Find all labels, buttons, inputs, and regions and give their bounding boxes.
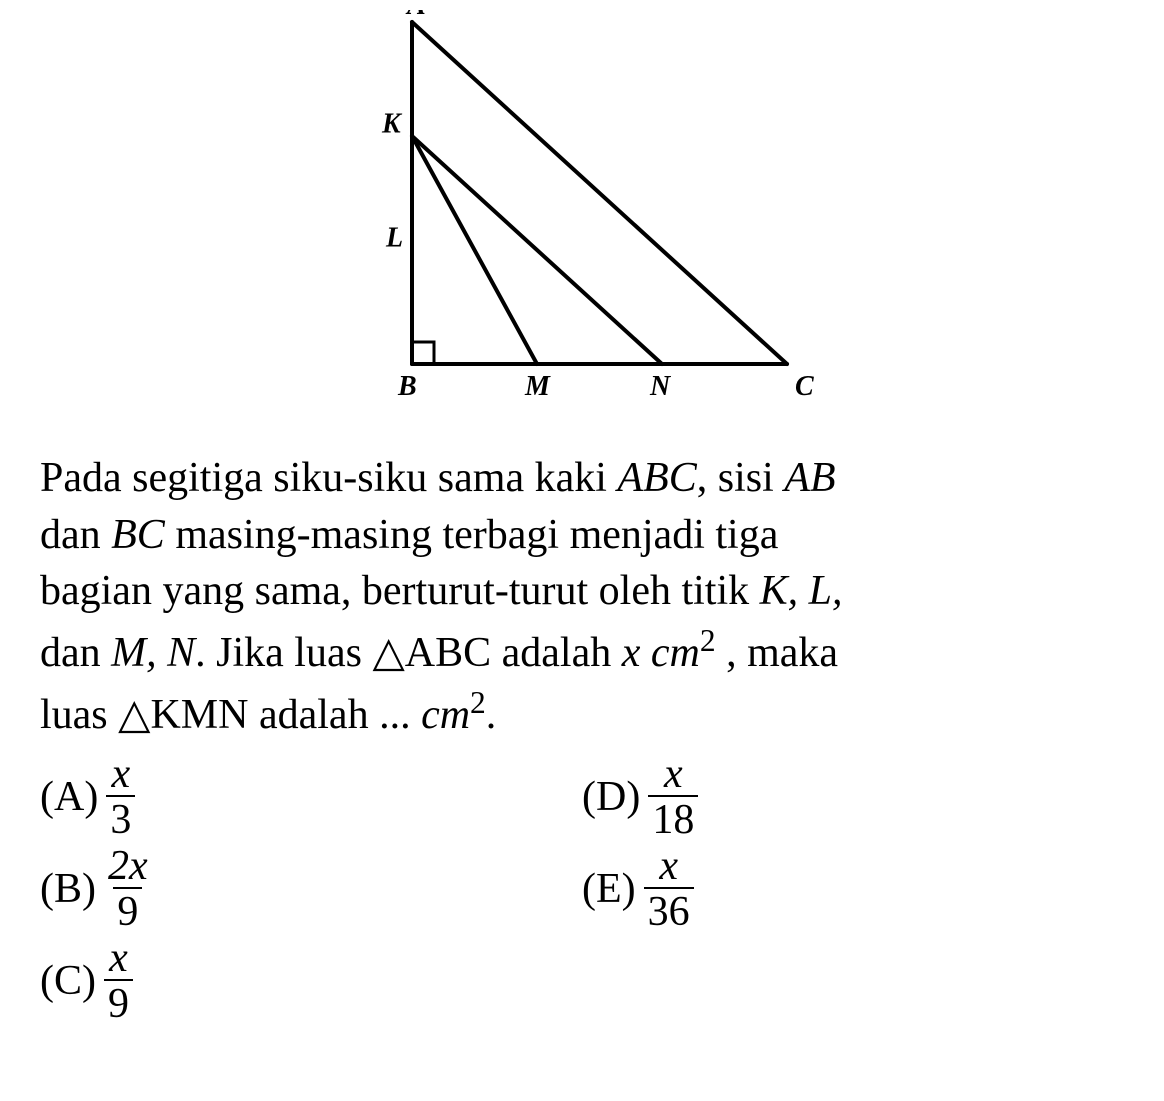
option-letter-e: (E) — [582, 865, 636, 913]
fraction-a: x 3 — [106, 753, 135, 841]
fraction-b: 2x 9 — [104, 845, 152, 933]
q-text: masing-masing terbagi menjadi tiga — [165, 512, 779, 558]
option-b: (B) 2x 9 — [40, 845, 582, 933]
answer-options: (A) x 3 (D) x 18 (B) 2x 9 (E) x 36 (C) x… — [0, 743, 1164, 1029]
q-text: Pada segitiga siku-siku sama kaki — [40, 455, 617, 501]
geometry-diagram: A K L B M N C — [342, 10, 822, 435]
den-b: 9 — [113, 887, 142, 933]
num-c: x — [105, 937, 132, 979]
q-abc: ABC — [617, 455, 696, 501]
q-sq: 2 — [700, 623, 716, 658]
q-kl: K, L, — [760, 568, 843, 614]
q-period: . — [486, 692, 497, 738]
q-text: . Jika luas — [195, 630, 372, 676]
svg-text:B: B — [397, 371, 417, 402]
num-b: 2x — [104, 845, 152, 887]
q-text: luas — [40, 692, 118, 738]
option-c: (C) x 9 — [40, 937, 582, 1025]
q-text: adalah — [491, 630, 622, 676]
den-d: 18 — [648, 795, 698, 841]
num-e: x — [655, 845, 682, 887]
q-text: , maka — [716, 630, 838, 676]
svg-text:L: L — [385, 222, 403, 253]
option-d: (D) x 18 — [582, 753, 1124, 841]
fraction-c: x 9 — [104, 937, 133, 1025]
q-text: dan — [40, 512, 111, 558]
q-ab: AB — [784, 455, 835, 501]
q-tri-kmn: △KMN — [118, 692, 248, 738]
den-a: 3 — [106, 795, 135, 841]
q-text: bagian yang sama, berturut-turut oleh ti… — [40, 568, 760, 614]
triangle-svg: A K L B M N C — [342, 10, 822, 430]
den-e: 36 — [644, 887, 694, 933]
q-sq2: 2 — [470, 685, 486, 720]
option-a: (A) x 3 — [40, 753, 582, 841]
option-letter-d: (D) — [582, 773, 640, 821]
q-tri-abc: △ABC — [372, 630, 491, 676]
question-text: Pada segitiga siku-siku sama kaki ABC, s… — [0, 440, 1164, 743]
svg-text:N: N — [649, 371, 672, 402]
q-xcm: x cm — [622, 630, 700, 676]
num-d: x — [660, 753, 687, 795]
num-a: x — [107, 753, 134, 795]
q-cm: cm — [421, 692, 470, 738]
option-letter-b: (B) — [40, 865, 96, 913]
fraction-e: x 36 — [644, 845, 694, 933]
option-letter-a: (A) — [40, 773, 98, 821]
q-bc: BC — [111, 512, 165, 558]
option-e: (E) x 36 — [582, 845, 1124, 933]
svg-text:A: A — [405, 10, 426, 21]
option-letter-c: (C) — [40, 957, 96, 1005]
q-text: dan — [40, 630, 111, 676]
fraction-d: x 18 — [648, 753, 698, 841]
svg-text:C: C — [795, 371, 814, 402]
q-text: , sisi — [697, 455, 785, 501]
den-c: 9 — [104, 979, 133, 1025]
svg-text:K: K — [381, 108, 403, 139]
q-mn: M, N — [111, 630, 195, 676]
q-text: adalah ... — [248, 692, 421, 738]
svg-text:M: M — [524, 371, 551, 402]
